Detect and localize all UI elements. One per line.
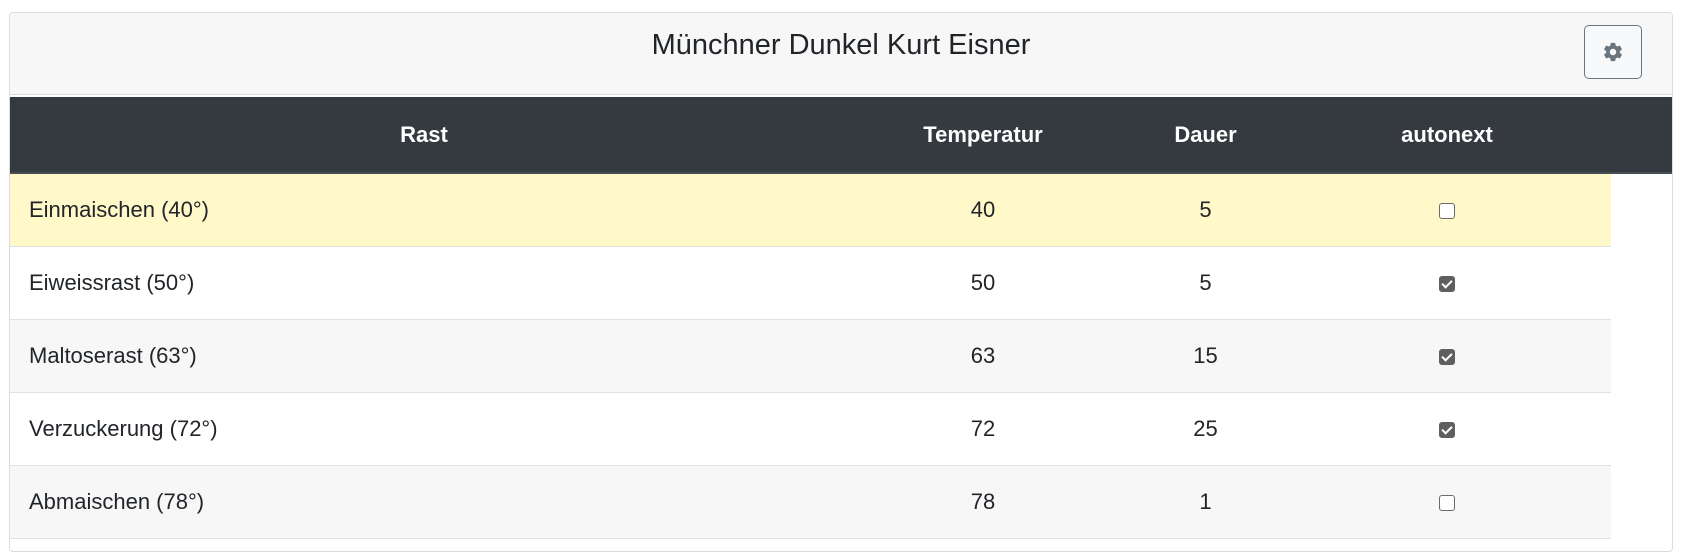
temperatur-value: 78 — [838, 465, 1128, 539]
row-spacer — [1611, 246, 1672, 320]
mash-steps-table: Rast Temperatur Dauer autonext Einmaisch… — [10, 97, 1672, 539]
rast-name: Maltoserast (63°) — [10, 319, 838, 393]
row-spacer — [1611, 319, 1672, 393]
temperatur-value: 50 — [838, 246, 1128, 320]
column-header-spacer — [1611, 97, 1672, 174]
dauer-value: 1 — [1128, 465, 1283, 539]
rast-name: Abmaischen (78°) — [10, 465, 838, 539]
dauer-value: 5 — [1128, 246, 1283, 320]
table-row[interactable]: Abmaischen (78°) 78 1 — [10, 465, 1672, 539]
table-row[interactable]: Maltoserast (63°) 63 15 — [10, 319, 1672, 393]
table-row[interactable]: Einmaischen (40°) 40 5 — [10, 173, 1672, 247]
row-spacer — [1611, 392, 1672, 466]
autonext-cell — [1283, 392, 1611, 466]
autonext-cell — [1283, 465, 1611, 539]
recipe-title: Münchner Dunkel Kurt Eisner — [651, 29, 1031, 61]
autonext-cell — [1283, 246, 1611, 320]
autonext-checkbox[interactable] — [1439, 495, 1455, 512]
autonext-checkbox[interactable] — [1439, 422, 1455, 439]
autonext-cell — [1283, 173, 1611, 247]
dauer-value: 15 — [1128, 319, 1283, 393]
autonext-checkbox[interactable] — [1439, 203, 1455, 220]
autonext-cell — [1283, 319, 1611, 393]
table-header-row: Rast Temperatur Dauer autonext — [10, 97, 1672, 174]
rast-name: Einmaischen (40°) — [10, 173, 838, 247]
dauer-value: 5 — [1128, 173, 1283, 247]
gear-icon — [1604, 42, 1622, 62]
autonext-checkbox[interactable] — [1439, 349, 1455, 366]
card-header: Münchner Dunkel Kurt Eisner — [10, 13, 1672, 95]
row-spacer — [1611, 173, 1672, 247]
settings-button[interactable] — [1584, 25, 1642, 79]
temperatur-value: 40 — [838, 173, 1128, 247]
dauer-value: 25 — [1128, 392, 1283, 466]
autonext-checkbox[interactable] — [1439, 276, 1455, 293]
column-header-rast: Rast — [10, 97, 838, 174]
column-header-temperatur: Temperatur — [838, 97, 1128, 174]
rast-name: Verzuckerung (72°) — [10, 392, 838, 466]
mash-schedule-card: Münchner Dunkel Kurt Eisner Rast Tempera… — [9, 12, 1673, 552]
table-row[interactable]: Eiweissrast (50°) 50 5 — [10, 246, 1672, 320]
column-header-dauer: Dauer — [1128, 97, 1283, 174]
table-row[interactable]: Verzuckerung (72°) 72 25 — [10, 392, 1672, 466]
row-spacer — [1611, 465, 1672, 539]
column-header-autonext: autonext — [1283, 97, 1611, 174]
rast-name: Eiweissrast (50°) — [10, 246, 838, 320]
temperatur-value: 72 — [838, 392, 1128, 466]
temperatur-value: 63 — [838, 319, 1128, 393]
